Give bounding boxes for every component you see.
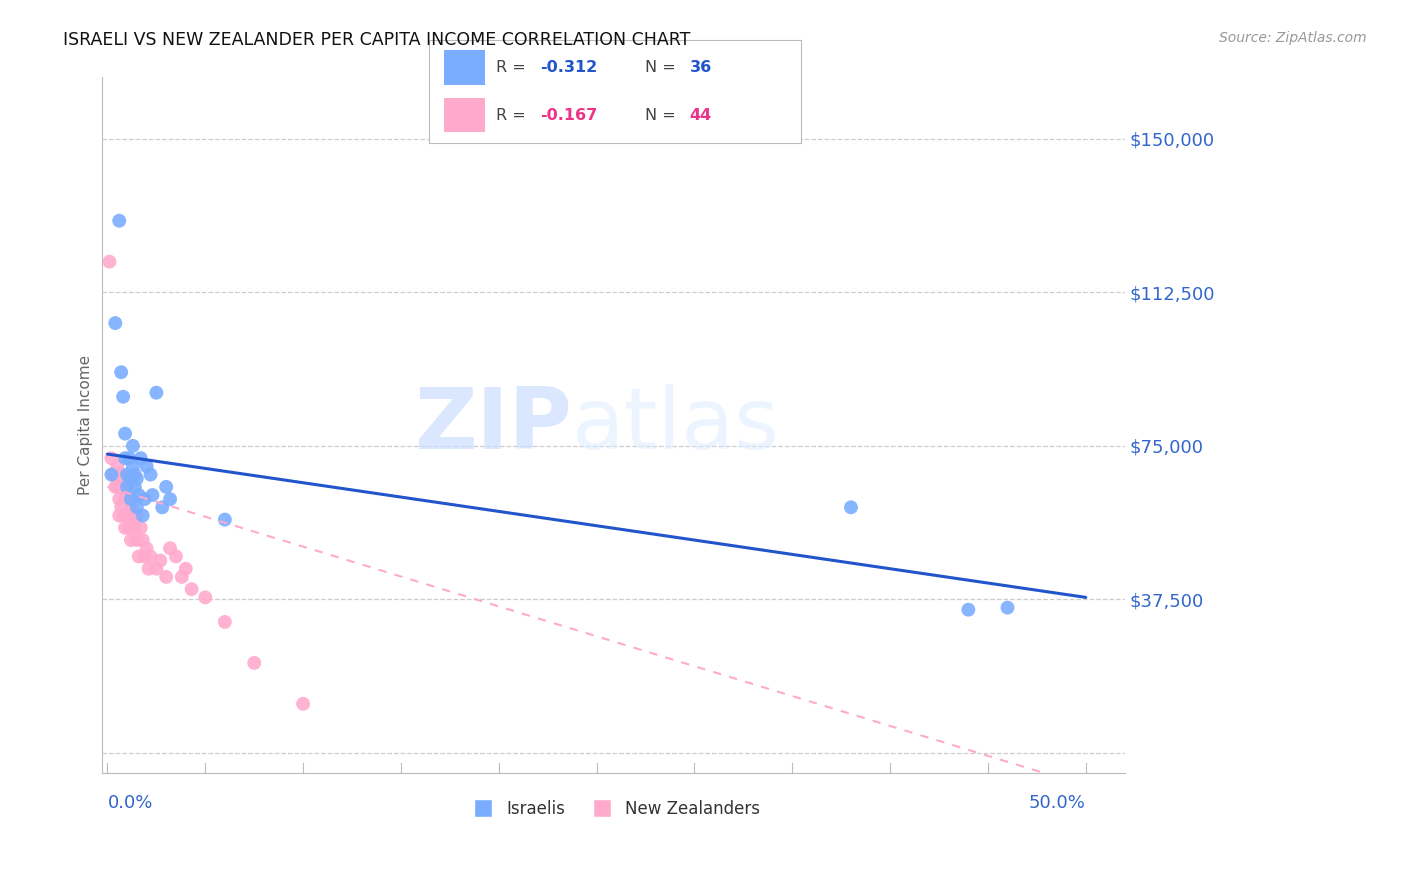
Point <box>108 508 131 523</box>
Point <box>110 365 132 379</box>
Point <box>128 488 150 502</box>
Point <box>110 500 132 515</box>
Point <box>139 549 162 564</box>
Point <box>292 697 315 711</box>
Point <box>118 451 141 466</box>
Point <box>112 480 135 494</box>
Point <box>115 480 138 494</box>
Point <box>120 472 142 486</box>
Point <box>997 600 1019 615</box>
Point <box>115 480 138 494</box>
Text: ISRAELI VS NEW ZEALANDER PER CAPITA INCOME CORRELATION CHART: ISRAELI VS NEW ZEALANDER PER CAPITA INCO… <box>63 31 690 49</box>
Point <box>112 390 135 404</box>
Point <box>134 549 156 564</box>
Point <box>139 467 162 482</box>
Point <box>122 459 145 474</box>
Y-axis label: Per Capita Income: Per Capita Income <box>79 355 93 495</box>
Point <box>155 480 177 494</box>
Point <box>138 562 160 576</box>
Point <box>135 541 157 556</box>
Point <box>108 492 131 507</box>
Point <box>118 492 141 507</box>
Point <box>150 500 173 515</box>
Point <box>115 508 138 523</box>
Point <box>129 451 152 466</box>
Point <box>120 492 142 507</box>
Point <box>145 385 167 400</box>
Point <box>124 521 146 535</box>
Point <box>110 467 132 482</box>
Point <box>100 467 122 482</box>
Point <box>131 533 153 547</box>
Point <box>122 508 145 523</box>
Point <box>145 562 167 576</box>
Point <box>174 562 197 576</box>
FancyBboxPatch shape <box>444 97 485 132</box>
Legend: Israelis, New Zealanders: Israelis, New Zealanders <box>460 793 766 824</box>
Point <box>165 549 187 564</box>
Point <box>114 426 136 441</box>
Point <box>122 439 145 453</box>
Point <box>141 488 163 502</box>
Point <box>115 467 138 482</box>
Point <box>149 553 172 567</box>
Point <box>135 459 157 474</box>
Point <box>100 451 122 466</box>
Point <box>170 570 193 584</box>
Text: 44: 44 <box>690 108 711 122</box>
Point <box>112 508 135 523</box>
Point <box>134 492 156 507</box>
Point <box>120 533 142 547</box>
Point <box>214 513 236 527</box>
Point <box>125 472 148 486</box>
Text: -0.167: -0.167 <box>540 108 598 122</box>
Text: N =: N = <box>645 108 676 122</box>
Point <box>159 492 181 507</box>
Point <box>124 467 146 482</box>
Text: R =: R = <box>496 61 526 75</box>
Point <box>105 480 128 494</box>
Point <box>114 451 136 466</box>
Point <box>128 549 150 564</box>
Text: -0.312: -0.312 <box>540 61 598 75</box>
Text: N =: N = <box>645 61 676 75</box>
Point <box>957 602 980 616</box>
Text: R =: R = <box>496 108 526 122</box>
Point <box>122 521 145 535</box>
Point <box>104 480 127 494</box>
Point <box>214 615 236 629</box>
Point <box>105 459 128 474</box>
Point <box>103 467 125 482</box>
Text: Source: ZipAtlas.com: Source: ZipAtlas.com <box>1219 31 1367 45</box>
Point <box>125 500 148 515</box>
Point <box>839 500 862 515</box>
Text: 50.0%: 50.0% <box>1029 794 1085 812</box>
Point <box>125 508 148 523</box>
Point <box>114 492 136 507</box>
Point <box>180 582 202 597</box>
Text: 0.0%: 0.0% <box>107 794 153 812</box>
Point <box>108 213 131 227</box>
Point <box>118 521 141 535</box>
Point <box>98 254 121 268</box>
Text: 36: 36 <box>690 61 711 75</box>
Point <box>159 541 181 556</box>
Point <box>155 570 177 584</box>
Point <box>243 656 266 670</box>
Point <box>120 500 142 515</box>
FancyBboxPatch shape <box>444 50 485 86</box>
Point <box>131 508 153 523</box>
Point <box>104 316 127 330</box>
Point <box>114 521 136 535</box>
Text: ZIP: ZIP <box>415 384 572 467</box>
Text: atlas: atlas <box>572 384 780 467</box>
Point <box>194 591 217 605</box>
Point <box>129 521 152 535</box>
Point <box>124 480 146 494</box>
Point <box>125 533 148 547</box>
